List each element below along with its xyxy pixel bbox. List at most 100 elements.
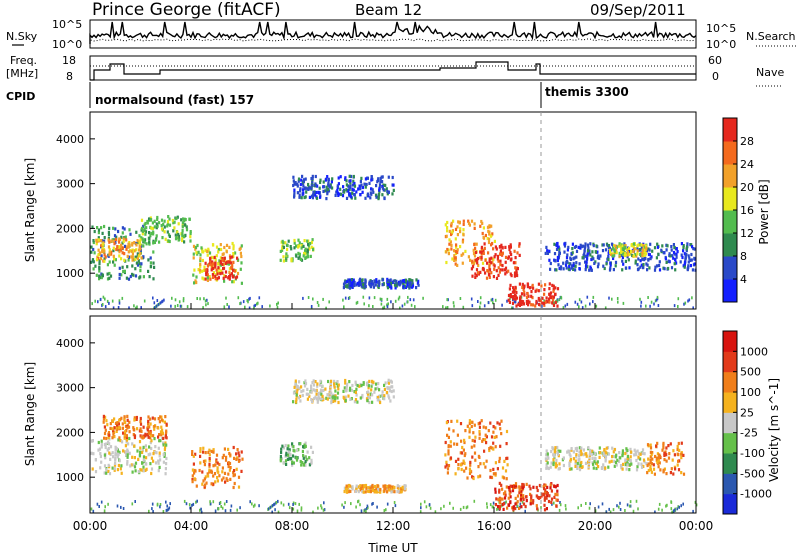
radar-cell [295, 456, 298, 460]
radar-cell [105, 436, 108, 441]
radar-cell [312, 190, 315, 194]
radar-cell [538, 483, 541, 488]
radar-cell [468, 435, 471, 439]
radar-cell [352, 179, 355, 183]
radar-cell [668, 252, 671, 256]
radar-cell [495, 276, 499, 280]
radar-cell [641, 451, 644, 455]
radar-cell [339, 187, 342, 191]
radar-cell [191, 480, 194, 484]
radar-cell [445, 460, 448, 464]
radar-cell [304, 177, 307, 181]
radar-cell [390, 286, 393, 290]
radar-cell [151, 221, 154, 225]
radar-cell [643, 253, 646, 257]
radar-cell [140, 218, 144, 222]
radar-cell [608, 460, 611, 464]
ground-scatter-cell [412, 298, 415, 302]
radar-cell [525, 482, 528, 486]
radar-cell [522, 494, 525, 498]
radar-cell [128, 430, 131, 434]
radar-cell [444, 453, 447, 457]
radar-cell [127, 250, 130, 254]
radar-cell [348, 380, 351, 384]
radar-cell [460, 467, 463, 472]
radar-cell [240, 450, 243, 454]
ground-scatter-cell [559, 503, 562, 507]
radar-cell [381, 393, 384, 397]
radar-cell [106, 277, 110, 281]
radar-cell [228, 461, 232, 466]
radar-cell [131, 455, 134, 459]
radar-cell [462, 219, 465, 223]
radar-cell [463, 440, 466, 445]
radar-cell [352, 188, 355, 192]
radar-cell [656, 242, 659, 246]
radar-cell [157, 446, 160, 450]
radar-cell [90, 260, 93, 264]
radar-cell [234, 276, 237, 280]
radar-cell [293, 191, 296, 195]
radar-cell [578, 262, 581, 266]
radar-cell [317, 396, 320, 400]
radar-cell [567, 245, 570, 249]
radar-cell [492, 467, 495, 471]
radar-cell [302, 456, 305, 460]
ground-scatter-cell [296, 509, 299, 513]
radar-cell [525, 495, 528, 499]
radar-cell [212, 266, 215, 271]
radar-cell [126, 245, 129, 249]
radar-cell [100, 442, 103, 447]
radar-cell [382, 282, 385, 286]
ground-scatter-cell [647, 296, 649, 299]
radar-cell [444, 465, 447, 469]
radar-cell [116, 455, 119, 459]
radar-cell [502, 476, 506, 480]
ground-scatter-cell [169, 502, 171, 506]
radar-cell [447, 445, 450, 449]
radar-cell [210, 470, 213, 474]
ground-scatter-cell [601, 502, 604, 506]
radar-cell [675, 255, 678, 259]
radar-cell [680, 456, 683, 460]
radar-cell [304, 441, 307, 445]
radar-cell [191, 452, 194, 456]
ground-scatter-cell [300, 506, 303, 510]
radar-cell [651, 451, 654, 455]
radar-cell [606, 446, 610, 450]
radar-cell [585, 452, 588, 456]
radar-cell [228, 245, 231, 249]
radar-cell [580, 452, 583, 456]
radar-cell [215, 268, 218, 272]
ground-scatter-cell [226, 303, 228, 306]
radar-cell [163, 420, 166, 424]
radar-cell [282, 255, 285, 259]
radar-cell [103, 431, 107, 436]
radar-cell [220, 269, 223, 273]
radar-cell [675, 261, 678, 265]
radar-cell [150, 446, 153, 451]
radar-cell [181, 221, 184, 225]
radar-cell [128, 228, 131, 232]
radar-cell [375, 490, 378, 494]
radar-cell [103, 436, 106, 440]
ground-scatter-cell [178, 300, 181, 304]
radar-cell [472, 476, 475, 481]
radar-cell [202, 446, 205, 450]
radar-cell [212, 448, 215, 452]
radar-cell [554, 485, 557, 489]
radar-cell [494, 487, 497, 491]
radar-cell [468, 430, 471, 434]
radar-cell [351, 187, 354, 191]
ground-scatter-cell [277, 510, 280, 514]
radar-cell [485, 441, 488, 445]
radar-cell [598, 256, 601, 260]
radar-cell [478, 436, 481, 440]
radar-cell [317, 394, 320, 398]
radar-cell [557, 245, 560, 249]
radar-cell [355, 387, 358, 391]
radar-cell [509, 258, 512, 262]
ground-scatter-cell [221, 506, 224, 510]
radar-cell [282, 241, 285, 245]
radar-cell [640, 465, 644, 469]
